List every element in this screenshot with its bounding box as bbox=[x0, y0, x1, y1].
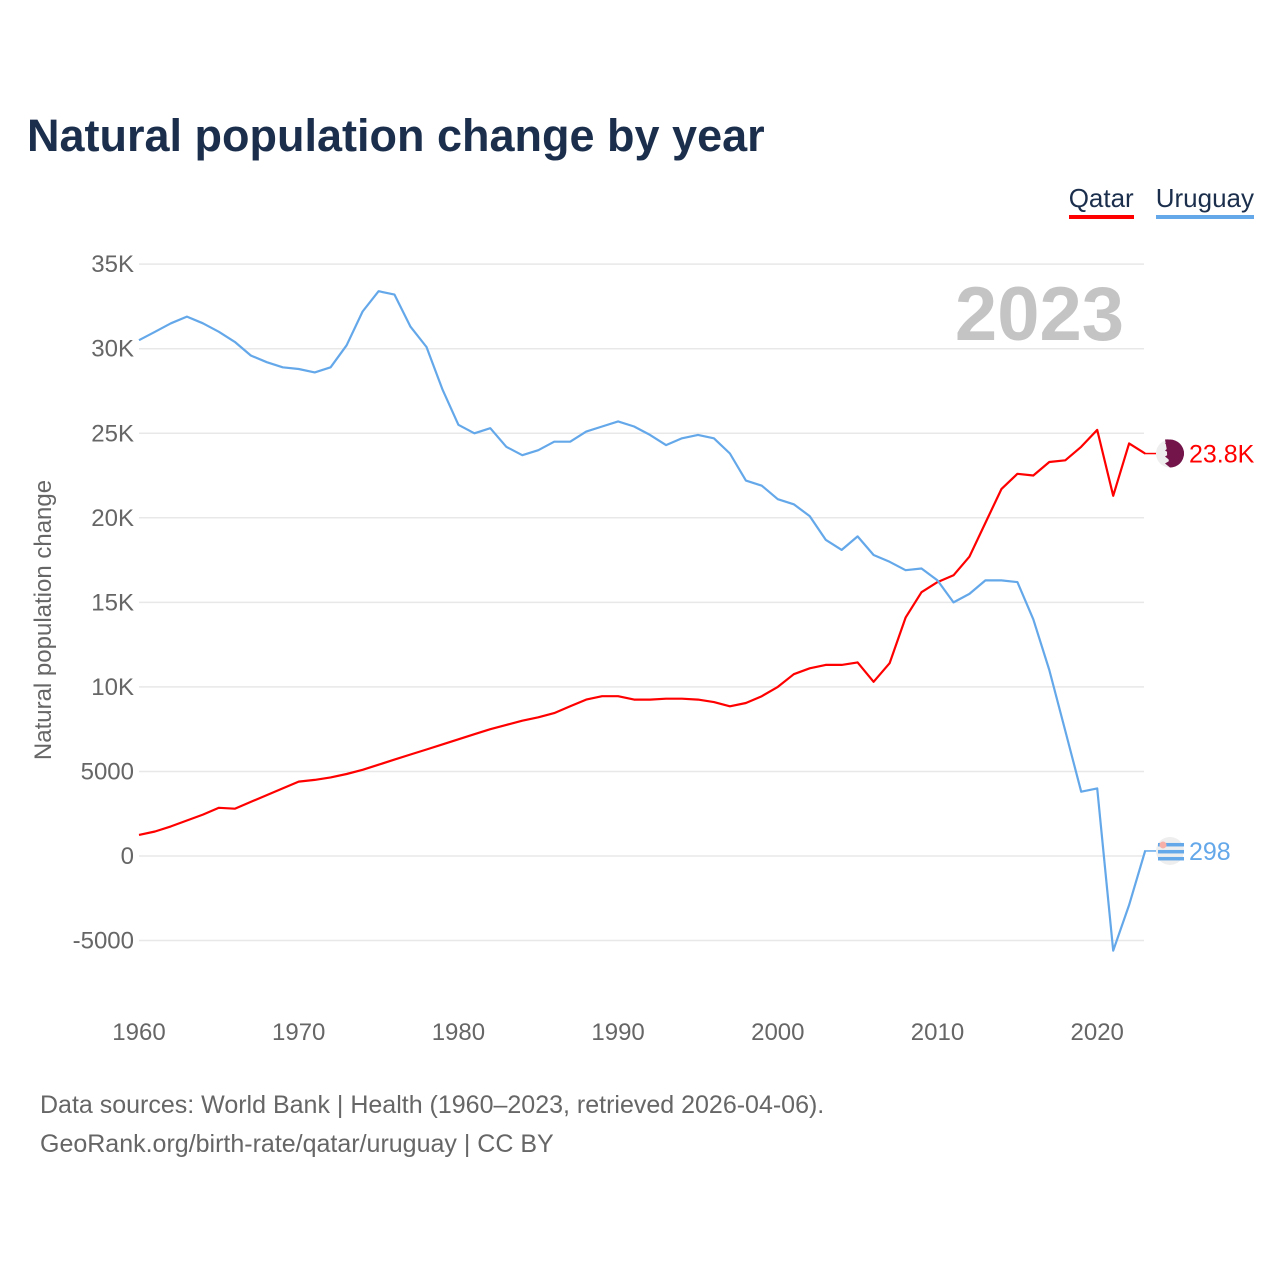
flag-stripe bbox=[1158, 849, 1184, 854]
y-tick-label: 15K bbox=[91, 589, 134, 616]
qatar-flag-icon bbox=[1156, 439, 1185, 468]
chart-title: Natural population change by year bbox=[27, 110, 765, 161]
x-tick-label: 2010 bbox=[911, 1019, 964, 1046]
y-tick-label: 25K bbox=[91, 420, 134, 447]
legend-qatar[interactable]: Qatar bbox=[1068, 183, 1134, 219]
x-tick-label: 1970 bbox=[272, 1019, 325, 1046]
legend: Qatar Uruguay bbox=[1068, 183, 1254, 219]
source-line-1: Data sources: World Bank | Health (1960–… bbox=[40, 1091, 825, 1119]
legend-uruguay[interactable]: Uruguay bbox=[1155, 183, 1254, 219]
source-note: Data sources: World Bank | Health (1960–… bbox=[40, 1086, 824, 1164]
flag-stripe bbox=[1158, 842, 1184, 847]
source-line-2[interactable]: GeoRank.org/birth-rate/qatar/uruguay | C… bbox=[40, 1130, 554, 1158]
y-tick-label: 35K bbox=[91, 251, 134, 278]
series-line-qatar bbox=[138, 428, 1146, 836]
x-tick-label: 2020 bbox=[1071, 1019, 1124, 1046]
y-tick-label: 0 bbox=[121, 843, 134, 870]
x-tick-label: 1990 bbox=[591, 1019, 644, 1046]
year-watermark: 2023 bbox=[955, 272, 1124, 357]
flag-sun bbox=[1159, 841, 1167, 849]
end-value-label: 23.8K bbox=[1189, 441, 1255, 469]
y-tick-label: -5000 bbox=[73, 928, 134, 955]
flag-stripe bbox=[1158, 856, 1184, 861]
x-tick-label: 1960 bbox=[112, 1019, 165, 1046]
uruguay-flag-icon bbox=[1156, 836, 1184, 865]
x-tick-label: 1980 bbox=[432, 1019, 485, 1046]
end-value-label: 298 bbox=[1189, 838, 1231, 866]
series-line-uruguay bbox=[138, 290, 1147, 952]
y-axis-label: Natural population change bbox=[30, 480, 57, 760]
x-tick-label: 2000 bbox=[751, 1019, 804, 1046]
y-tick-label: 5000 bbox=[81, 758, 134, 785]
y-tick-label: 30K bbox=[91, 336, 134, 363]
flag-field bbox=[1167, 440, 1184, 468]
y-tick-label: 20K bbox=[91, 505, 134, 532]
y-tick-label: 10K bbox=[91, 674, 134, 701]
